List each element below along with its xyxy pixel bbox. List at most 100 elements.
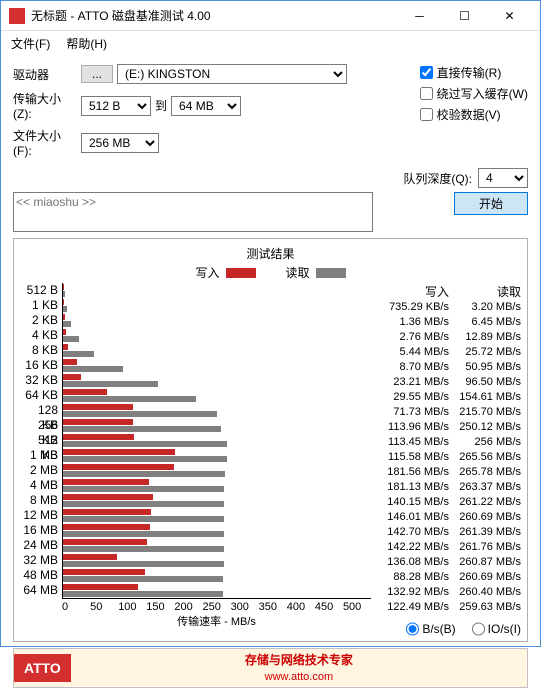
read-bar [63, 591, 223, 597]
read-bar [63, 351, 94, 357]
menu-help[interactable]: 帮助(H) [66, 35, 107, 52]
menubar: 文件(F) 帮助(H) [1, 31, 540, 56]
result-row: 71.73 MB/s215.70 MB/s [377, 405, 521, 420]
legend-read-label: 读取 [286, 264, 310, 281]
result-row: 8.70 MB/s50.95 MB/s [377, 360, 521, 375]
read-value: 215.70 MB/s [449, 405, 521, 420]
write-bar [63, 569, 145, 575]
drive-select[interactable]: (E:) KINGSTON [117, 64, 347, 84]
verify-data-checkbox[interactable]: 校验数据(V) [420, 106, 528, 123]
x-tick: 50 [90, 601, 118, 613]
bar-row [63, 583, 371, 598]
write-value: 88.28 MB/s [377, 570, 449, 585]
io-radio[interactable]: IO/s(I) [472, 619, 521, 639]
x-tick: 100 [118, 601, 146, 613]
bar-row [63, 373, 371, 388]
start-button[interactable]: 开始 [454, 192, 528, 215]
write-value: 122.49 MB/s [377, 600, 449, 615]
write-value: 2.76 MB/s [377, 330, 449, 345]
bar-row [63, 328, 371, 343]
write-value: 113.45 MB/s [377, 435, 449, 450]
read-value: 25.72 MB/s [449, 345, 521, 360]
x-tick: 0 [62, 601, 90, 613]
file-size-select[interactable]: 256 MB [81, 133, 159, 153]
browse-button[interactable]: ... [81, 65, 113, 83]
write-bar [63, 479, 149, 485]
read-value: 265.78 MB/s [449, 465, 521, 480]
read-bar [63, 291, 65, 297]
write-bar [63, 434, 134, 440]
write-bar [63, 374, 81, 380]
y-label: 64 MB [20, 583, 58, 598]
minimize-button[interactable]: ─ [397, 1, 442, 30]
result-row: 23.21 MB/s96.50 MB/s [377, 375, 521, 390]
read-bar [63, 546, 224, 552]
write-bar [63, 584, 138, 590]
footer-text: 存储与网络技术专家www.atto.com [71, 652, 527, 685]
write-bar [63, 509, 151, 515]
write-bar [63, 344, 68, 350]
read-value: 259.63 MB/s [449, 600, 521, 615]
atto-logo: ATTO [14, 654, 71, 682]
read-bar [63, 576, 223, 582]
bar-row [63, 538, 371, 553]
write-bar [63, 389, 107, 395]
chart-title: 测试结果 [20, 245, 521, 262]
write-value: 5.44 MB/s [377, 345, 449, 360]
x-tick: 450 [315, 601, 343, 613]
bar-row [63, 403, 371, 418]
x-tick: 500 [343, 601, 371, 613]
write-value: 181.56 MB/s [377, 465, 449, 480]
maximize-button[interactable]: ☐ [442, 1, 487, 30]
result-row: 88.28 MB/s260.69 MB/s [377, 570, 521, 585]
write-value: 1.36 MB/s [377, 315, 449, 330]
app-icon [9, 8, 25, 24]
transfer-from-select[interactable]: 512 B [81, 96, 151, 116]
queue-depth-select[interactable]: 4 [478, 168, 528, 188]
write-value: 132.92 MB/s [377, 585, 449, 600]
read-value: 260.87 MB/s [449, 555, 521, 570]
write-bar [63, 554, 117, 560]
write-bar [63, 419, 133, 425]
read-value: 12.89 MB/s [449, 330, 521, 345]
bar-row [63, 448, 371, 463]
result-row: 142.70 MB/s261.39 MB/s [377, 525, 521, 540]
y-label: 4 KB [20, 328, 58, 343]
read-bar [63, 381, 158, 387]
x-axis: 050100150200250300350400450500 [62, 601, 371, 613]
read-bar [63, 396, 196, 402]
write-bar [63, 539, 147, 545]
menu-file[interactable]: 文件(F) [11, 35, 50, 52]
read-value: 154.61 MB/s [449, 390, 521, 405]
y-label: 16 KB [20, 358, 58, 373]
y-label: 256 KB [20, 418, 58, 433]
write-value: 71.73 MB/s [377, 405, 449, 420]
read-bar [63, 471, 225, 477]
read-value: 263.37 MB/s [449, 480, 521, 495]
read-value: 3.20 MB/s [449, 300, 521, 315]
read-value: 260.69 MB/s [449, 510, 521, 525]
y-label: 12 MB [20, 508, 58, 523]
bypass-cache-checkbox[interactable]: 绕过写入缓存(W) [420, 85, 528, 102]
x-tick: 150 [146, 601, 174, 613]
bytes-radio[interactable]: B/s(B) [406, 619, 455, 639]
drive-label: 驱动器 [13, 66, 77, 83]
read-value: 256 MB/s [449, 435, 521, 450]
y-label: 1 MB [20, 448, 58, 463]
description-textarea[interactable] [13, 192, 373, 232]
chart-legend: 写入 读取 [20, 264, 521, 281]
read-value: 6.45 MB/s [449, 315, 521, 330]
close-button[interactable]: ✕ [487, 1, 532, 30]
direct-io-checkbox[interactable]: 直接传输(R) [420, 64, 528, 81]
read-value: 265.56 MB/s [449, 450, 521, 465]
y-label: 8 KB [20, 343, 58, 358]
result-row: 181.13 MB/s263.37 MB/s [377, 480, 521, 495]
y-label: 512 KB [20, 433, 58, 448]
bar-row [63, 523, 371, 538]
transfer-to-select[interactable]: 64 MB [171, 96, 241, 116]
write-value: 115.58 MB/s [377, 450, 449, 465]
bar-row [63, 433, 371, 448]
result-row: 2.76 MB/s12.89 MB/s [377, 330, 521, 345]
write-bar [63, 464, 174, 470]
window-buttons: ─ ☐ ✕ [397, 1, 532, 30]
